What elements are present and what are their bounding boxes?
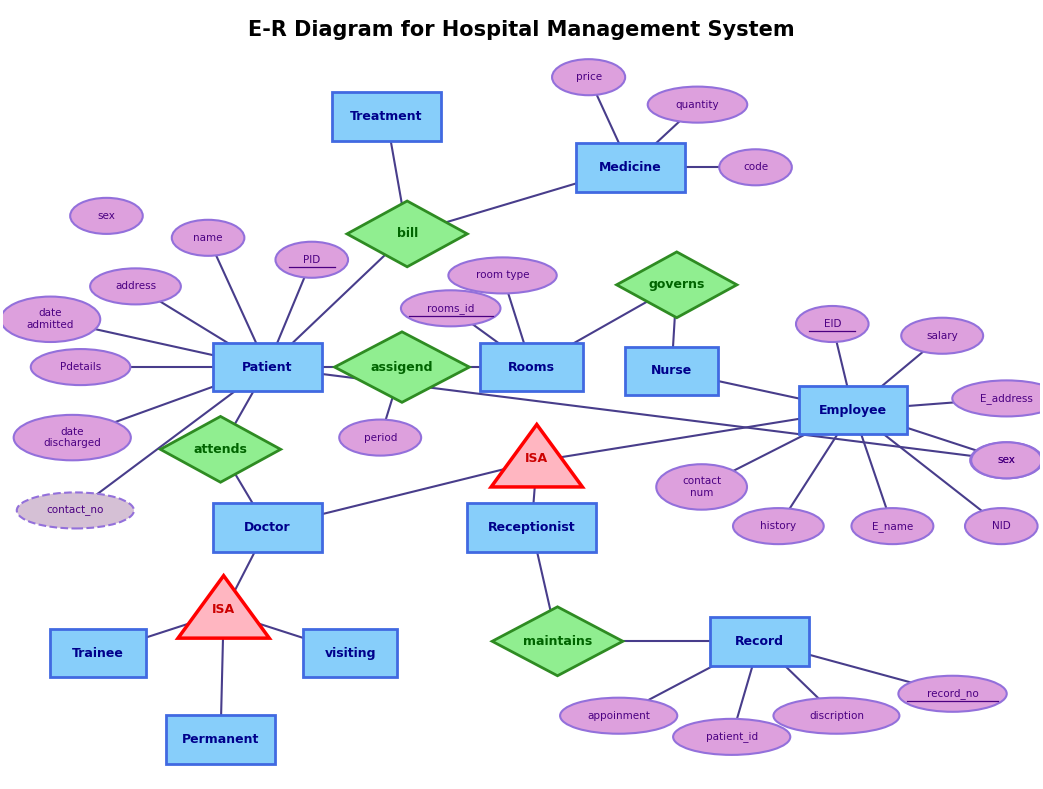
Ellipse shape (673, 719, 791, 755)
Ellipse shape (733, 508, 824, 544)
Polygon shape (347, 201, 467, 267)
Text: E_name: E_name (872, 521, 913, 532)
Text: Medicine: Medicine (599, 161, 661, 174)
Ellipse shape (648, 87, 747, 122)
Text: code: code (743, 163, 768, 172)
Text: ISA: ISA (526, 452, 549, 466)
Text: Record: Record (735, 635, 784, 648)
Text: name: name (193, 233, 223, 243)
Text: Permanent: Permanent (181, 733, 260, 746)
Text: sex: sex (997, 455, 1016, 466)
FancyBboxPatch shape (576, 143, 684, 192)
Text: contact_no: contact_no (47, 505, 104, 516)
Text: PID: PID (304, 255, 320, 265)
FancyBboxPatch shape (625, 346, 719, 395)
Text: Treatment: Treatment (350, 110, 422, 123)
Text: period: period (364, 432, 397, 443)
Ellipse shape (552, 59, 625, 95)
FancyBboxPatch shape (304, 629, 396, 677)
Ellipse shape (401, 290, 501, 327)
Text: Employee: Employee (819, 404, 888, 417)
Text: Patient: Patient (242, 361, 292, 373)
Text: NID: NID (992, 521, 1011, 531)
Text: bill: bill (396, 227, 418, 241)
Polygon shape (161, 417, 281, 482)
Text: governs: governs (649, 279, 705, 291)
Text: address: address (115, 282, 156, 291)
FancyBboxPatch shape (50, 629, 146, 677)
Text: salary: salary (926, 331, 959, 341)
FancyBboxPatch shape (213, 503, 321, 552)
Text: Receptionist: Receptionist (488, 522, 576, 534)
Text: discription: discription (809, 711, 864, 720)
Ellipse shape (965, 508, 1038, 544)
Polygon shape (178, 576, 269, 638)
Ellipse shape (448, 257, 557, 294)
Text: attends: attends (194, 443, 247, 456)
Text: E-R Diagram for Hospital Management System: E-R Diagram for Hospital Management Syst… (248, 21, 795, 40)
Text: record_no: record_no (926, 688, 978, 699)
Ellipse shape (901, 318, 984, 353)
Polygon shape (491, 424, 582, 487)
FancyBboxPatch shape (480, 342, 583, 391)
Text: visiting: visiting (324, 646, 375, 660)
Text: Pdetails: Pdetails (59, 362, 101, 372)
Text: ISA: ISA (212, 604, 235, 616)
Ellipse shape (31, 349, 130, 385)
Ellipse shape (656, 464, 747, 510)
Ellipse shape (14, 415, 130, 460)
Text: date
admitted: date admitted (27, 308, 74, 330)
Text: Nurse: Nurse (651, 365, 693, 377)
Ellipse shape (851, 508, 933, 544)
Ellipse shape (17, 492, 134, 529)
Text: Doctor: Doctor (244, 522, 291, 534)
Ellipse shape (70, 198, 143, 234)
Ellipse shape (1, 297, 100, 342)
Ellipse shape (560, 697, 677, 734)
Text: price: price (576, 73, 602, 82)
Ellipse shape (970, 443, 1043, 478)
Text: EID: EID (824, 319, 841, 329)
Ellipse shape (275, 241, 348, 278)
Ellipse shape (796, 306, 869, 342)
Text: quantity: quantity (676, 99, 720, 110)
Text: E_address: E_address (980, 393, 1033, 404)
Text: appoinment: appoinment (587, 711, 650, 720)
Ellipse shape (339, 420, 421, 455)
Ellipse shape (971, 443, 1042, 478)
Ellipse shape (720, 149, 792, 185)
Text: history: history (760, 521, 797, 531)
FancyBboxPatch shape (710, 617, 809, 666)
Polygon shape (492, 607, 623, 675)
Ellipse shape (952, 380, 1043, 417)
Text: maintains: maintains (523, 635, 592, 648)
Text: contact
num: contact num (682, 476, 721, 498)
Text: patient_id: patient_id (706, 731, 758, 742)
Polygon shape (335, 332, 469, 402)
FancyBboxPatch shape (166, 715, 275, 764)
Text: room type: room type (476, 271, 529, 280)
FancyBboxPatch shape (213, 342, 321, 391)
Ellipse shape (90, 268, 180, 305)
Text: rooms_id: rooms_id (427, 303, 475, 314)
Text: date
discharged: date discharged (44, 427, 101, 448)
Ellipse shape (898, 675, 1006, 712)
Text: assigend: assigend (370, 361, 433, 373)
Text: Trainee: Trainee (72, 646, 124, 660)
Text: sex: sex (997, 455, 1016, 466)
Ellipse shape (774, 697, 899, 734)
Polygon shape (616, 252, 737, 318)
FancyBboxPatch shape (799, 386, 907, 435)
Text: sex: sex (98, 211, 116, 221)
FancyBboxPatch shape (332, 92, 441, 140)
Text: Rooms: Rooms (508, 361, 555, 373)
FancyBboxPatch shape (467, 503, 597, 552)
Ellipse shape (172, 220, 244, 256)
